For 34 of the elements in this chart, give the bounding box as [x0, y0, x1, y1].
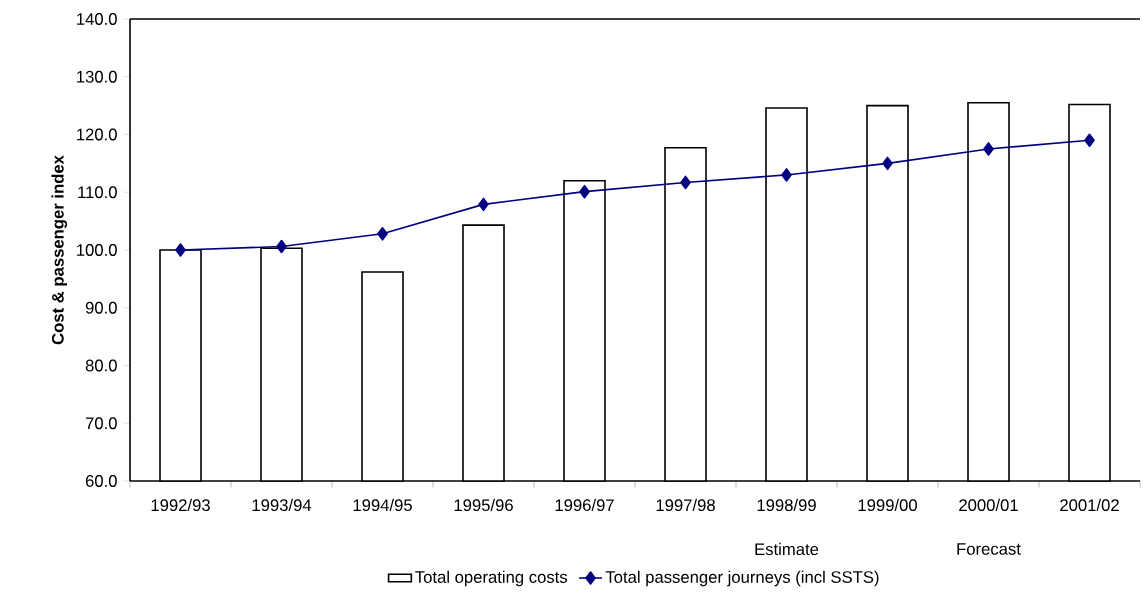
- text: Estimate: [755, 542, 819, 556]
- x-tick-label: 1992/93: [151, 498, 210, 512]
- point: [579, 184, 590, 199]
- x-tick-label: 1998/99: [757, 498, 816, 512]
- point: [781, 168, 792, 182]
- point: [680, 175, 691, 190]
- x-tick-label: 1999/00: [858, 498, 917, 512]
- legend-label: Total operating costs: [415, 570, 568, 587]
- point: [377, 227, 388, 241]
- legend-label: Total passenger journeys (incl SSTS): [605, 570, 879, 587]
- y-tick-label: 140.0: [77, 13, 117, 25]
- x-tick-label: 1997/98: [656, 498, 715, 512]
- x-tick-label: 1994/95: [353, 498, 412, 512]
- y-tick-label: 110.0: [78, 186, 117, 199]
- point: [276, 239, 287, 254]
- y-tick-label: 130.0: [77, 70, 117, 83]
- y-tick-label: 80.0: [85, 359, 117, 372]
- point: [882, 156, 893, 171]
- point: [1084, 133, 1095, 148]
- y-tick-label: 90.0: [85, 301, 117, 314]
- text: Forecast: [957, 543, 1021, 555]
- y-axis-title: Cost & passenger index: [51, 155, 68, 345]
- y-tick-label: 100.0: [77, 244, 117, 256]
- point: [478, 197, 489, 212]
- x-tick-label: 1995/96: [454, 498, 513, 512]
- x-tick-label: 2000/01: [959, 498, 1018, 512]
- point: [175, 243, 186, 257]
- y-tick-label: 60.0: [85, 475, 117, 487]
- x-tick-label: 1993/94: [252, 498, 312, 512]
- x-tick-label: 2001/02: [1060, 498, 1119, 512]
- point: [983, 142, 994, 156]
- y-tick-label: 70.0: [85, 417, 117, 430]
- y-tick-label: 120.0: [77, 128, 117, 141]
- x-tick-label: 1996/97: [555, 498, 614, 512]
